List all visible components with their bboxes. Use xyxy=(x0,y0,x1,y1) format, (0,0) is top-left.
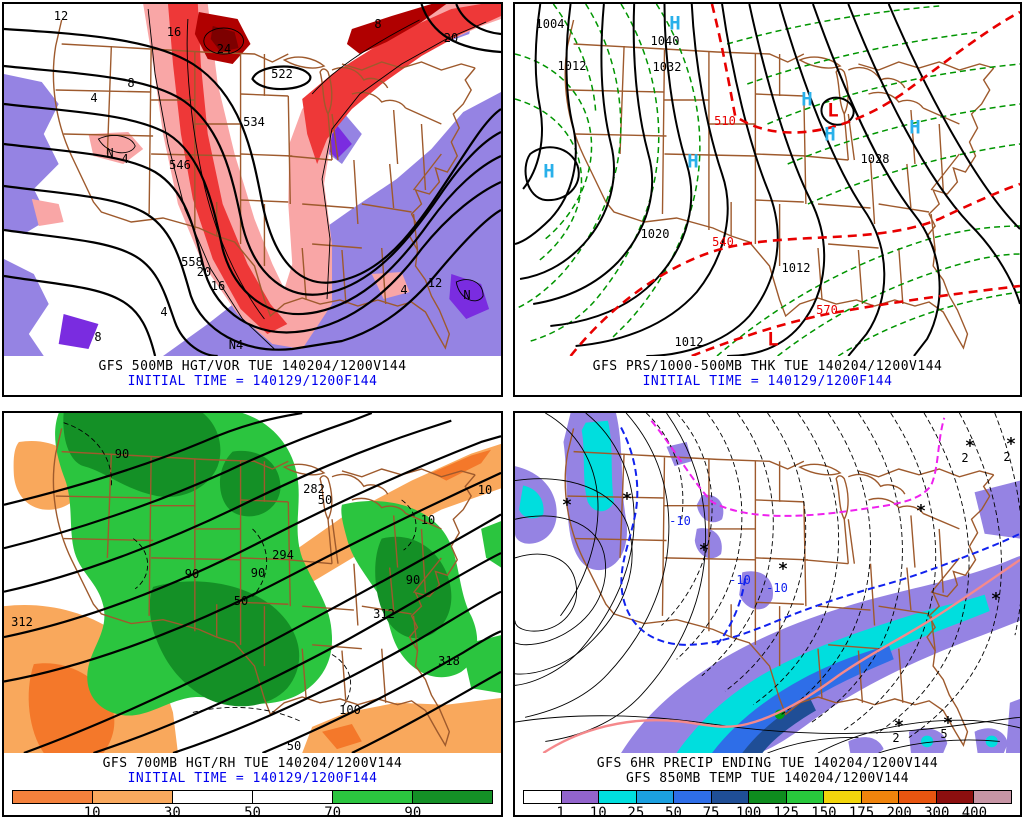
colorbar-label: 175 xyxy=(848,805,875,821)
caption-block-p3: GFS 700MB HGT/RH TUE 140204/1200V144 INI… xyxy=(4,756,501,786)
panel-500mb-hgt-vor: 522 534 546 558 12 16 24 8 20 4 8 N 4 20 16 N4 12 4 N 8 4 GF… xyxy=(2,2,503,397)
thickness-contours-red xyxy=(571,4,1020,356)
panel-700mb-hgt-rh: 282 294 312 318 312 90 90 90 90 50 50 10 10 100 50 GFS… xyxy=(2,411,503,821)
temp-minus20-contour xyxy=(651,418,944,516)
colorbar-segment xyxy=(524,791,562,803)
rh-moist-shading xyxy=(55,413,501,716)
colorbar-segment xyxy=(674,791,712,803)
colorbar-segment xyxy=(749,791,787,803)
panel-mslp-thickness: 1004 1012 1040 1032 1020 1028 1012 1012 510 540 57… xyxy=(513,2,1022,397)
colorbar-label: 300 xyxy=(924,805,950,821)
vorticity-contours xyxy=(98,9,486,349)
precip-colorbar-strip xyxy=(523,790,1012,804)
colorbar-segment xyxy=(173,791,253,803)
colorbar-label: 75 xyxy=(702,805,720,821)
colorbar-label: 30 xyxy=(163,805,181,821)
colorbar-label: 70 xyxy=(324,805,342,821)
colorbar-label: 10 xyxy=(589,805,607,821)
map-canvas-mslp xyxy=(515,4,1020,356)
caption-line: INITIAL TIME = 140129/1200F144 xyxy=(127,374,378,389)
colorbar-segment xyxy=(333,791,413,803)
colorbar-segment xyxy=(13,791,93,803)
precip-colorbar: 1 10 25 50 75 100 125 150 175 200 300 400 xyxy=(523,790,1012,821)
precip-colorbar-labels: 1 10 25 50 75 100 125 150 175 200 300 400 xyxy=(523,804,1012,821)
temp-zero-contour xyxy=(543,560,1020,753)
height-contours-700mb xyxy=(4,413,501,753)
map-700mb-hgt-rh: 282 294 312 318 312 90 90 90 90 50 50 10 10 100 50 xyxy=(4,413,501,753)
colorbar-segment xyxy=(253,791,333,803)
temp-contours-positive xyxy=(515,413,1020,753)
rh-colorbar-strip xyxy=(12,790,493,804)
colorbar-segment xyxy=(93,791,173,803)
colorbar-segment xyxy=(824,791,862,803)
temp-minus10-contour xyxy=(621,427,1020,644)
map-precip-850temp: -10 -10 -10 2 2 2 5 * * * * * * * * * * xyxy=(515,413,1020,753)
rh-colorbar: 10 30 50 70 90 xyxy=(12,790,493,821)
colorbar-label: 125 xyxy=(773,805,799,821)
map-canvas-precip xyxy=(515,413,1020,753)
map-500mb-hgt-vor: 522 534 546 558 12 16 24 8 20 4 8 N 4 20 16 N4 12 4 N 8 4 xyxy=(4,4,501,356)
colorbar-segment xyxy=(561,791,600,803)
caption-block-p2: GFS PRS/1000-500MB THK TUE 140204/1200V1… xyxy=(515,359,1020,389)
colorbar-segment xyxy=(711,791,750,803)
caption-line: GFS 500MB HGT/VOR TUE 140204/1200V144 xyxy=(98,359,407,374)
panel-precip-850temp: -10 -10 -10 2 2 2 5 * * * * * * * * * * GFS 6HR PRECIP E… xyxy=(513,411,1022,821)
caption-line: INITIAL TIME = 140129/1200F144 xyxy=(127,771,378,786)
colorbar-segment xyxy=(861,791,900,803)
colorbar-label: 100 xyxy=(736,805,762,821)
caption-line: GFS 700MB HGT/RH TUE 140204/1200V144 xyxy=(102,756,403,771)
height-contours xyxy=(4,4,501,356)
colorbar-label: 400 xyxy=(961,805,988,821)
colorbar-label: 50 xyxy=(665,805,682,821)
caption-line: INITIAL TIME = 140129/1200F144 xyxy=(642,374,893,389)
caption-line: GFS 850MB TEMP TUE 140204/1200V144 xyxy=(625,771,910,786)
rh-contours xyxy=(64,423,416,722)
colorbar-segment xyxy=(413,791,492,803)
rh-colorbar-labels: 10 30 50 70 90 xyxy=(12,804,493,821)
colorbar-label: 25 xyxy=(627,805,645,821)
caption-line: GFS PRS/1000-500MB THK TUE 140204/1200V1… xyxy=(592,359,943,374)
caption-block-p1: GFS 500MB HGT/VOR TUE 140204/1200V144 IN… xyxy=(4,359,501,389)
colorbar-label: 10 xyxy=(83,805,101,821)
colorbar-label: 150 xyxy=(811,805,837,821)
isobar-contours xyxy=(515,4,1020,356)
precip-shading xyxy=(515,413,1020,753)
map-canvas-700mb xyxy=(4,413,501,753)
thickness-contours-green xyxy=(515,4,1020,356)
temp-contours-negative xyxy=(646,413,1020,738)
caption-line: GFS 6HR PRECIP ENDING TUE 140204/1200V14… xyxy=(596,756,939,771)
colorbar-label: 200 xyxy=(886,805,912,821)
colorbar-segment xyxy=(936,791,975,803)
colorbar-segment xyxy=(599,791,637,803)
colorbar-label: 90 xyxy=(404,805,422,821)
caption-block-p4: GFS 6HR PRECIP ENDING TUE 140204/1200V14… xyxy=(515,756,1020,786)
colorbar-label: 1 xyxy=(556,805,565,821)
map-mslp-thickness: 1004 1012 1040 1032 1020 1028 1012 1012 510 540 57… xyxy=(515,4,1020,356)
colorbar-segment xyxy=(899,791,937,803)
map-canvas-500mb xyxy=(4,4,501,356)
colorbar-label: 50 xyxy=(244,805,261,821)
colorbar-segment xyxy=(636,791,675,803)
colorbar-segment xyxy=(786,791,825,803)
colorbar-segment xyxy=(974,791,1011,803)
